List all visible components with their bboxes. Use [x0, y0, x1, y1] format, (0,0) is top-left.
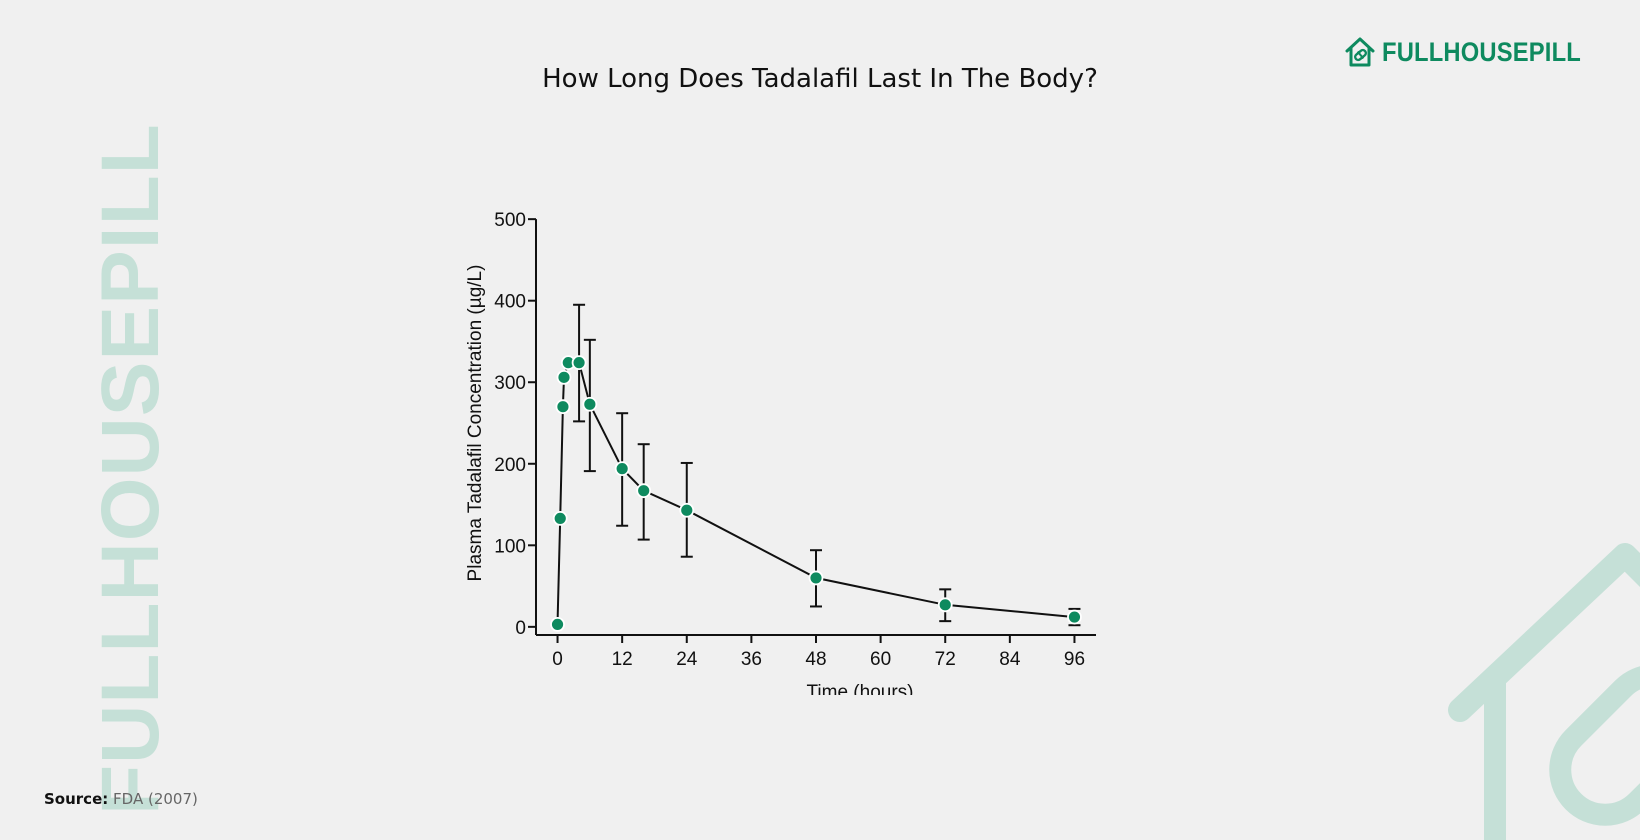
- data-point: [555, 399, 571, 415]
- y-axis-label: Plasma Tadalafil Concentration (µg/L): [465, 265, 486, 582]
- y-tick-label: 500: [494, 210, 526, 231]
- x-tick-label: 24: [676, 649, 698, 670]
- data-point: [636, 483, 652, 499]
- brand-name: FULLHOUSEPILL: [1381, 36, 1581, 67]
- x-tick-label: 48: [805, 649, 826, 670]
- x-tick-label: 84: [999, 649, 1021, 670]
- data-point: [552, 510, 568, 526]
- chart-points: [550, 355, 1082, 632]
- chart-error-bars: [573, 303, 1081, 627]
- x-tick-label: 60: [870, 649, 891, 670]
- data-point: [1067, 609, 1082, 625]
- x-axis-label: Time (hours): [807, 682, 914, 695]
- data-point: [550, 616, 565, 632]
- y-tick-label: 0: [515, 618, 526, 639]
- y-tick-label: 300: [494, 373, 526, 394]
- source-text: FDA (2007): [113, 790, 198, 808]
- source-label: Source:: [44, 790, 109, 808]
- house-watermark-icon: [1448, 543, 1640, 840]
- brand-logo[interactable]: FULLHOUSEPILL: [1344, 36, 1588, 68]
- data-point: [679, 502, 695, 518]
- data-point: [614, 461, 630, 477]
- chart-ticks: 0 100 200 300 400 500 0 12 24 36 48 60 72 84 96: [494, 210, 1085, 670]
- y-tick-label: 100: [494, 536, 526, 557]
- data-point: [571, 355, 587, 371]
- data-point: [808, 570, 824, 586]
- page-title: How Long Does Tadalafil Last In The Body…: [542, 64, 1098, 94]
- y-tick-label: 400: [494, 292, 526, 313]
- data-point: [556, 369, 572, 385]
- x-tick-label: 12: [612, 649, 633, 670]
- x-tick-label: 0: [552, 649, 563, 670]
- data-point: [582, 396, 598, 412]
- source-note: Source: FDA (2007): [44, 790, 198, 808]
- concentration-chart: 0 100 200 300 400 500 0 12 24 36 48 60 72 84 96 Time (…: [465, 210, 1096, 695]
- brand-watermark: FULLHOUSEPILL: [85, 123, 176, 815]
- house-pill-icon: [1345, 37, 1375, 67]
- y-tick-label: 200: [494, 455, 526, 476]
- data-point: [937, 597, 953, 613]
- x-tick-label: 96: [1064, 649, 1085, 670]
- x-tick-label: 36: [741, 649, 762, 670]
- x-tick-label: 72: [935, 649, 956, 670]
